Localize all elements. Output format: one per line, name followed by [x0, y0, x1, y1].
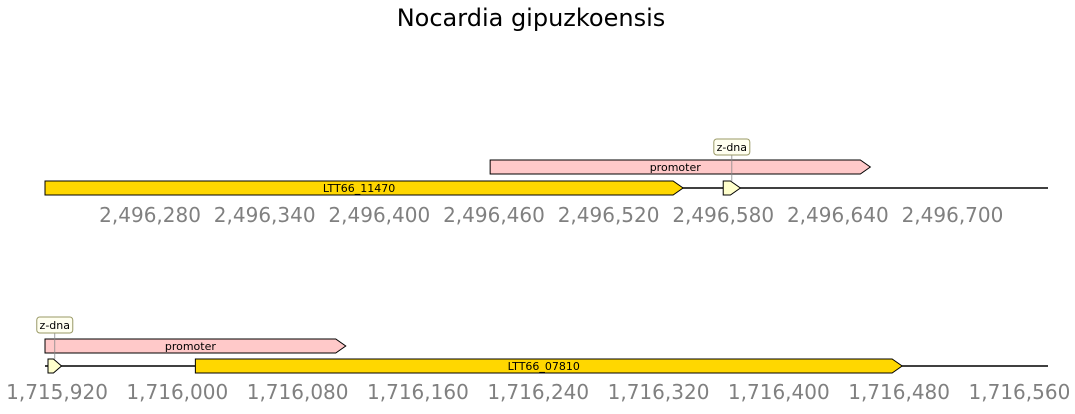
- promoter-feature: [44, 338, 347, 354]
- tick-label: 2,496,520: [558, 203, 660, 227]
- promoter-label: promoter: [650, 161, 702, 174]
- gene-feature: [194, 358, 904, 374]
- tick-label: 1,716,400: [728, 380, 830, 404]
- promoter-label: promoter: [165, 340, 217, 353]
- tick-label: 1,715,920: [6, 380, 108, 404]
- promoter-feature: [489, 159, 872, 175]
- tick-label: 1,716,560: [969, 380, 1071, 404]
- tick-label: 1,716,080: [247, 380, 349, 404]
- tick-label: 2,496,460: [443, 203, 545, 227]
- z-dna-label: z-dna: [40, 319, 70, 332]
- tick-label: 2,496,280: [99, 203, 201, 227]
- gene-label: LTT66_11470: [323, 182, 395, 195]
- tick-label: 2,496,340: [214, 203, 316, 227]
- callout-box: [36, 316, 74, 334]
- tick-label: 1,716,240: [487, 380, 589, 404]
- gene-label: LTT66_07810: [508, 360, 580, 373]
- callout-box: [713, 138, 751, 156]
- tick-label: 2,496,580: [672, 203, 774, 227]
- tick-label: 2,496,400: [328, 203, 430, 227]
- z-dna-feature: [722, 180, 742, 196]
- tick-label: 1,716,320: [608, 380, 710, 404]
- track-1: promoter LTT66_11470 z-dna 2,496,280 2,496,3…: [44, 138, 1048, 227]
- gene-feature: [44, 180, 684, 196]
- tick-label: 2,496,700: [902, 203, 1004, 227]
- tick-label: 1,716,480: [848, 380, 950, 404]
- tick-label: 1,716,000: [126, 380, 228, 404]
- track-2: promoter LTT66_07810 z-dna 1,715,920 1,716,0…: [6, 316, 1071, 404]
- tick-label: 1,716,160: [367, 380, 469, 404]
- tracks: promoter LTT66_11470 z-dna 2,496,280 2,496,3…: [6, 138, 1071, 404]
- page-title: Nocardia gipuzkoensis: [397, 4, 666, 32]
- z-dna-label: z-dna: [717, 141, 747, 154]
- tick-label: 2,496,640: [787, 203, 889, 227]
- z-dna-feature: [47, 358, 63, 374]
